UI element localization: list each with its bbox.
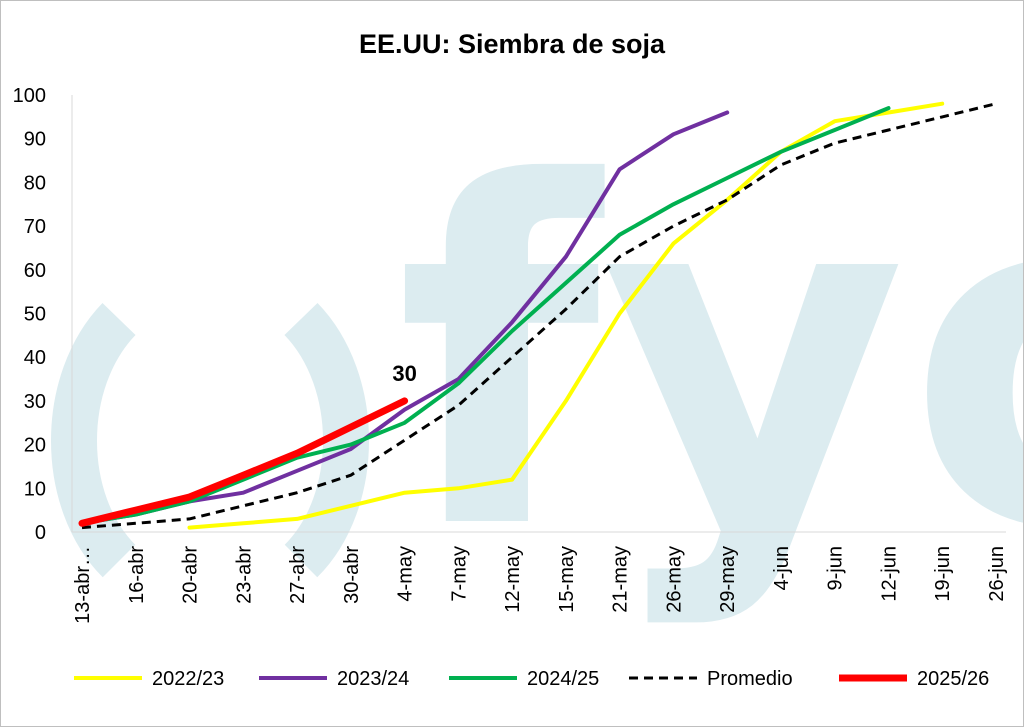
y-tick-0: 0 [35, 522, 46, 544]
x-tick-4-may: 4-may [395, 546, 417, 602]
annotations: 30 [392, 361, 416, 386]
y-tick-10: 10 [24, 478, 46, 500]
y-tick-100: 100 [13, 85, 46, 107]
x-tick-9-jun: 9-jun [825, 546, 847, 590]
legend-label-promedio: Promedio [707, 668, 793, 690]
chart-title: EE.UU: Siembra de soja [359, 29, 666, 59]
x-tick-29-may: 29-may [717, 546, 739, 613]
legend-label-2022-23: 2022/23 [152, 668, 224, 690]
legend-item-2024-25: 2024/25 [449, 668, 599, 690]
watermark-arc-left [51, 303, 137, 578]
legend-item-2022-23: 2022/23 [74, 668, 224, 690]
legend-item-2025-26: 2025/26 [839, 668, 989, 690]
x-tick-21-may: 21-may [610, 546, 632, 613]
x-tick-27-abr: 27-abr [287, 546, 309, 604]
series-line-2024-25 [80, 106, 891, 526]
watermark: fyo [51, 85, 1023, 632]
y-tick-50: 50 [24, 304, 46, 326]
x-tick-16-abr: 16-abr [126, 546, 148, 604]
series-line-promedio [81, 102, 997, 530]
y-tick-60: 60 [24, 260, 46, 282]
y-tick-labels: 0 10 20 30 40 50 60 70 80 90 100 [13, 85, 46, 544]
y-tick-30: 30 [24, 391, 46, 413]
legend-label-2025-26: 2025/26 [917, 668, 989, 690]
x-tick-15-may: 15-may [556, 546, 578, 613]
watermark-text: fyo [396, 85, 1023, 632]
x-tick-13-abr: 13-abr… [72, 546, 94, 624]
y-tick-80: 80 [24, 172, 46, 194]
x-tick-4-jun: 4-jun [771, 546, 793, 590]
legend-item-2023-24: 2023/24 [259, 668, 409, 690]
x-tick-19-jun: 19-jun [932, 546, 954, 602]
series-line-2025-26 [78, 397, 409, 527]
y-tick-40: 40 [24, 347, 46, 369]
legend: 2022/23 2023/24 2024/25 Promedio 2025/26 [74, 668, 989, 690]
x-tick-labels: 13-abr… 16-abr 20-abr 23-abr 27-abr 30-abr 4-m… [72, 546, 1008, 624]
x-tick-26-may: 26-may [663, 546, 685, 613]
legend-label-2024-25: 2024/25 [527, 668, 599, 690]
x-tick-30-abr: 30-abr [341, 546, 363, 604]
data-label-2025-26: 30 [392, 361, 416, 386]
series-lines [78, 101, 997, 530]
x-tick-23-abr: 23-abr [233, 546, 255, 604]
legend-label-2023-24: 2023/24 [337, 668, 409, 690]
watermark-arc-right [283, 303, 369, 578]
y-tick-90: 90 [24, 129, 46, 151]
series-line-2022-23 [187, 101, 945, 530]
y-tick-70: 70 [24, 216, 46, 238]
axes [71, 95, 1006, 533]
x-tick-12-jun: 12-jun [878, 546, 900, 602]
x-tick-26-jun: 26-jun [986, 546, 1008, 602]
x-tick-12-may: 12-may [502, 546, 524, 613]
y-tick-20: 20 [24, 435, 46, 457]
x-tick-7-may: 7-may [448, 546, 470, 602]
x-tick-20-abr: 20-abr [180, 546, 202, 604]
legend-item-promedio: Promedio [629, 668, 793, 690]
